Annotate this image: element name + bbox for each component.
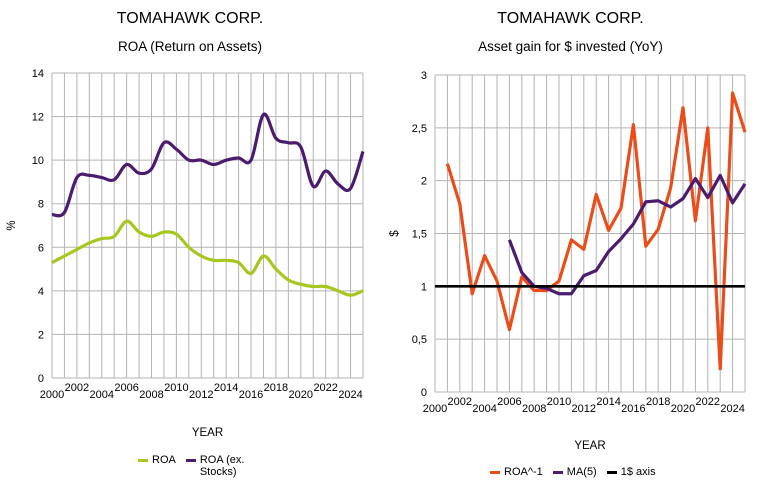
y-tick-label: 3 — [421, 70, 427, 82]
y-tick-label: 12 — [32, 112, 44, 124]
y-tick-label: 14 — [32, 68, 44, 80]
y-tick-label: 0,5 — [412, 334, 427, 346]
chart-title: TOMAHAWK CORP. — [116, 10, 264, 27]
x-tick-label: 2004 — [472, 403, 496, 415]
legend-swatch — [552, 471, 563, 474]
x-tick-label: 2012 — [189, 389, 213, 401]
series-line-roa-1 — [445, 91, 747, 371]
x-tick-label: 2000 — [40, 389, 64, 401]
series-line-ma-5 — [507, 173, 747, 296]
y-tick-label: 0 — [421, 387, 427, 399]
y-tick-label: 4 — [38, 286, 44, 298]
series-line-roa — [51, 219, 364, 297]
y-axis-label: % — [6, 220, 18, 230]
y-tick-label: 2,5 — [412, 123, 427, 135]
asset-gain-chart-panel: TOMAHAWK CORP. Asset gain for $ invested… — [380, 0, 761, 499]
legend-swatch — [606, 471, 617, 474]
roa-chart-panel: TOMAHAWK CORP. ROA (Return on Assets) 0 2… — [0, 0, 380, 499]
x-tick-label: 2008 — [139, 389, 163, 401]
y-tick-label: 6 — [38, 242, 44, 254]
chart-subtitle: Asset gain for $ invested (YoY) — [478, 39, 663, 54]
x-tick-label: 2000 — [423, 403, 447, 415]
chart-legend: ROA ROA (ex. Stocks) — [138, 454, 272, 478]
x-tick-label: 2018 — [646, 396, 670, 408]
chart-legend: ROA^-1 MA(5) 1$ axis — [490, 466, 666, 478]
legend-swatch — [138, 459, 148, 462]
series-line-roa-ex-stocks — [51, 112, 365, 218]
y-tick-label: 2 — [38, 329, 44, 341]
x-tick-label: 2002 — [65, 382, 89, 394]
legend-label: ROA (ex. Stocks) — [199, 454, 245, 478]
x-axis-label: YEAR — [192, 427, 223, 439]
legend-swatch — [490, 471, 500, 474]
legend-label: MA(5) — [566, 466, 597, 478]
x-tick-label: 2016 — [621, 403, 645, 415]
x-tick-label: 2014 — [214, 382, 238, 394]
y-tick-label: 0 — [38, 373, 44, 385]
x-tick-label: 2020 — [671, 403, 695, 415]
y-tick-label: 1 — [421, 281, 427, 293]
legend-item: ROA^-1 — [490, 466, 543, 478]
legend-label: ROA^-1 — [504, 466, 543, 478]
y-tick-label: 1,5 — [412, 229, 427, 241]
x-axis-label: YEAR — [574, 440, 605, 452]
y-tick-label: 10 — [32, 155, 44, 167]
x-tick-label: 2024 — [338, 389, 362, 401]
legend-item: MA(5) — [552, 466, 597, 478]
x-tick-label: 2010 — [547, 396, 571, 408]
legend-label: 1$ axis — [620, 466, 656, 478]
legend-item: ROA (ex. Stocks) — [185, 454, 262, 478]
legend-item: ROA — [138, 454, 176, 466]
legend-item: 1$ axis — [606, 466, 656, 478]
x-tick-label: 2018 — [264, 382, 288, 394]
x-tick-label: 2008 — [522, 403, 546, 415]
chart-subtitle: ROA (Return on Assets) — [117, 39, 263, 54]
x-tick-label: 2006 — [114, 382, 138, 394]
y-tick-label: 8 — [38, 199, 44, 211]
legend-label: ROA — [152, 454, 176, 466]
x-tick-label: 2016 — [239, 389, 263, 401]
x-tick-label: 2022 — [696, 396, 720, 408]
x-tick-label: 2004 — [90, 389, 114, 401]
asset-gain-plot: 00,511,522,53200020022004200620082010201… — [389, 70, 747, 452]
chart-title: TOMAHAWK CORP. — [497, 10, 644, 27]
x-tick-label: 2020 — [289, 389, 313, 401]
y-tick-label: 2 — [421, 176, 427, 188]
y-axis-label: $ — [389, 230, 401, 237]
x-tick-label: 2006 — [497, 396, 521, 408]
x-tick-label: 2012 — [572, 403, 596, 415]
x-tick-label: 2022 — [313, 382, 337, 394]
roa-plot: 0246810121420002002200420062008201020122… — [6, 68, 365, 439]
x-tick-label: 2002 — [448, 396, 472, 408]
x-tick-label: 2010 — [164, 382, 188, 394]
legend-swatch — [185, 459, 196, 462]
x-tick-label: 2014 — [596, 396, 620, 408]
x-tick-label: 2024 — [720, 403, 744, 415]
